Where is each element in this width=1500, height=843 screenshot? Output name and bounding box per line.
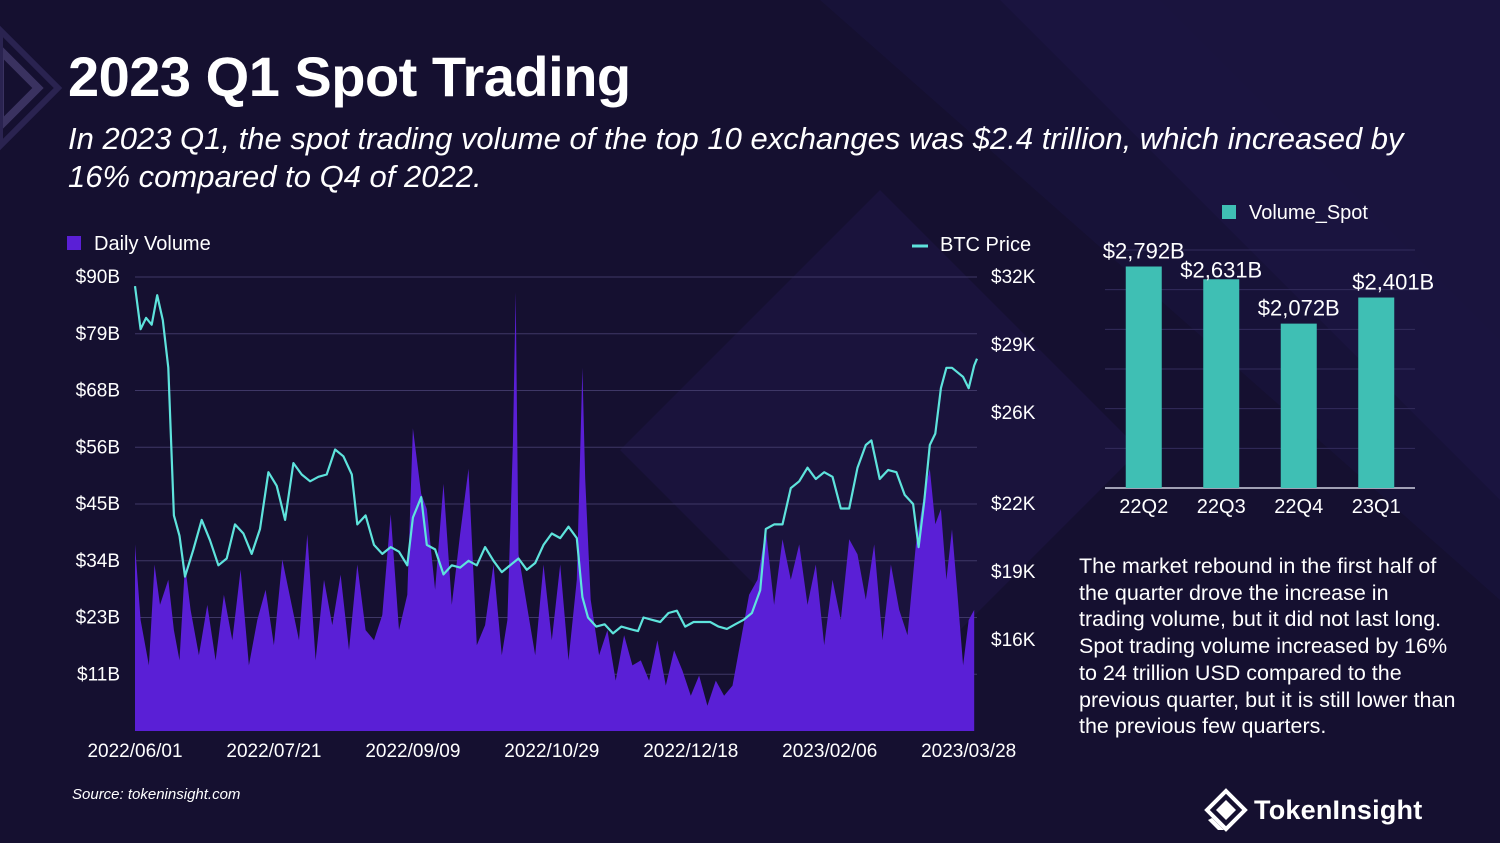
x-tick-label: 2023/02/06 bbox=[782, 741, 877, 762]
bar-category-label: 23Q1 bbox=[1352, 496, 1401, 518]
y-left-tick-label: $45B bbox=[76, 494, 120, 515]
bar bbox=[1125, 266, 1162, 488]
legend-label-daily-volume: Daily Volume bbox=[94, 233, 211, 255]
y-left-tick-label: $34B bbox=[76, 551, 120, 572]
y-left-tick-label: $90B bbox=[76, 267, 120, 288]
y-right-tick-label: $32K bbox=[991, 267, 1036, 288]
legend-swatch-volume-spot bbox=[1222, 205, 1236, 219]
bar-category-label: 22Q3 bbox=[1197, 496, 1246, 518]
y-left-tick-label: $79B bbox=[76, 324, 120, 345]
commentary-text: The market rebound in the first half of … bbox=[1079, 554, 1456, 739]
quarterly-volume-bar-chart: $2,792B 22Q2 $2,631B 22Q3 $2,072B 22Q4 $2,401B… bbox=[1103, 202, 1434, 518]
y-right-tick-label: $29K bbox=[991, 335, 1036, 356]
bar-value-label: $2,401B bbox=[1352, 270, 1434, 295]
bar-category-label: 22Q2 bbox=[1119, 496, 1168, 518]
bar bbox=[1203, 279, 1240, 488]
logo-text: TokenInsight bbox=[1254, 794, 1423, 825]
bar-value-label: $2,631B bbox=[1180, 257, 1262, 282]
bar bbox=[1358, 297, 1395, 488]
bar-value-label: $2,792B bbox=[1103, 239, 1185, 264]
y-left-tick-label: $56B bbox=[76, 437, 120, 458]
legend-swatch-daily-volume bbox=[67, 236, 81, 250]
x-tick-label: 2022/12/18 bbox=[643, 741, 738, 762]
brand-logo: TokenInsight bbox=[1204, 788, 1422, 832]
y-right-tick-label: $26K bbox=[991, 403, 1036, 424]
x-tick-label: 2022/10/29 bbox=[504, 741, 599, 762]
legend-label-volume-spot: Volume_Spot bbox=[1249, 202, 1368, 224]
daily-volume-area bbox=[135, 292, 975, 731]
y-left-tick-label: $23B bbox=[76, 608, 120, 629]
x-tick-label: 2022/09/09 bbox=[365, 741, 460, 762]
y-left-tick-label: $68B bbox=[76, 381, 120, 402]
page-subtitle: In 2023 Q1, the spot trading volume of t… bbox=[68, 121, 1404, 194]
page-title: 2023 Q1 Spot Trading bbox=[68, 45, 631, 108]
x-tick-label: 2023/03/28 bbox=[921, 741, 1016, 762]
source-note: Source: tokeninsight.com bbox=[72, 786, 241, 803]
y-right-tick-label: $16K bbox=[991, 630, 1036, 651]
bar-category-label: 22Q4 bbox=[1274, 496, 1323, 518]
bar-value-label: $2,072B bbox=[1258, 296, 1340, 321]
btc-price-line bbox=[133, 285, 979, 635]
y-right-tick-label: $22K bbox=[991, 494, 1036, 515]
y-right-tick-label: $19K bbox=[991, 562, 1036, 583]
x-tick-label: 2022/07/21 bbox=[226, 741, 321, 762]
x-tick-label: 2022/06/01 bbox=[87, 741, 182, 762]
legend-label-btc-price: BTC Price bbox=[940, 234, 1031, 256]
y-left-tick-label: $11B bbox=[77, 664, 120, 685]
tokeninsight-logo-icon bbox=[1204, 788, 1248, 832]
bar bbox=[1280, 323, 1317, 488]
volume-price-chart: $11B $23B $34B $45B $56B $68B $79B $90B $16K $19K… bbox=[67, 233, 1036, 762]
